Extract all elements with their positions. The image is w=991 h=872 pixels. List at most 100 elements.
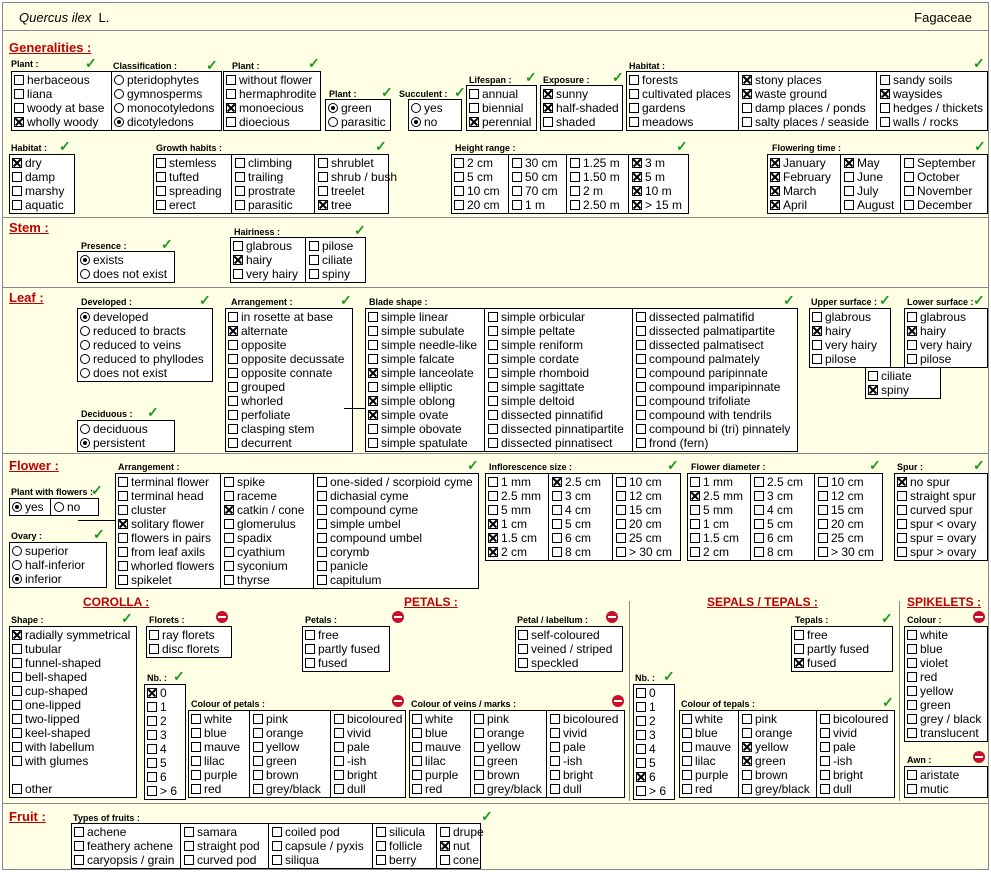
radio-button[interactable] xyxy=(12,502,22,512)
checkbox[interactable] xyxy=(368,396,378,406)
checkbox[interactable] xyxy=(488,312,498,322)
option-woody-at-base[interactable]: woody at base xyxy=(14,101,104,115)
option-pilose[interactable]: pilose xyxy=(309,239,353,253)
option-speckled[interactable]: speckled xyxy=(518,656,578,670)
checkbox[interactable] xyxy=(518,644,528,654)
option-dull[interactable]: dull xyxy=(820,782,852,796)
option-compound-cyme[interactable]: compound cyme xyxy=(317,503,418,517)
checkbox[interactable] xyxy=(518,630,528,640)
checkbox[interactable] xyxy=(12,172,22,182)
radio-button[interactable] xyxy=(328,117,338,127)
option-does-not-exist[interactable]: does not exist xyxy=(80,366,167,380)
checkbox[interactable] xyxy=(12,700,22,710)
radio-button[interactable] xyxy=(80,424,90,434)
checkbox[interactable] xyxy=(118,477,128,487)
checkbox[interactable] xyxy=(907,672,917,682)
radio-button[interactable] xyxy=(80,340,90,350)
checkbox[interactable] xyxy=(118,519,128,529)
option-4[interactable]: 4 xyxy=(147,742,167,756)
option-12-cm[interactable]: 12 cm xyxy=(616,489,662,503)
option-very-hairy[interactable]: very hairy xyxy=(812,338,877,352)
option-free[interactable]: free xyxy=(794,628,828,642)
option-grey-black[interactable]: grey / black xyxy=(907,712,981,726)
option-5-cm[interactable]: 5 cm xyxy=(754,517,793,531)
checkbox[interactable] xyxy=(636,326,646,336)
checkbox[interactable] xyxy=(636,702,646,712)
checkbox[interactable] xyxy=(616,533,626,543)
checkbox[interactable] xyxy=(632,172,642,182)
checkbox[interactable] xyxy=(820,770,830,780)
checkbox[interactable] xyxy=(118,561,128,571)
option-dissected-pinnatipartite[interactable]: dissected pinnatipartite xyxy=(488,422,624,436)
checkbox[interactable] xyxy=(149,644,159,654)
checkbox[interactable] xyxy=(907,630,917,640)
option-opposite[interactable]: opposite xyxy=(228,338,286,352)
checkbox[interactable] xyxy=(309,255,319,265)
option-cone[interactable]: cone xyxy=(440,853,479,867)
checkbox[interactable] xyxy=(632,200,642,210)
checkbox[interactable] xyxy=(191,756,201,766)
option-2[interactable]: 2 xyxy=(147,714,167,728)
option-3-m[interactable]: 3 m xyxy=(632,156,665,170)
checkbox[interactable] xyxy=(880,103,890,113)
option-trailing[interactable]: trailing xyxy=(235,170,283,184)
option-corymb[interactable]: corymb xyxy=(317,545,369,559)
checkbox[interactable] xyxy=(904,200,914,210)
radio-button[interactable] xyxy=(80,312,90,322)
checkbox[interactable] xyxy=(907,354,917,364)
option-aquatic[interactable]: aquatic xyxy=(12,198,64,212)
checkbox[interactable] xyxy=(543,103,553,113)
radio-button[interactable] xyxy=(328,103,338,113)
option-20-cm[interactable]: 20 cm xyxy=(616,517,662,531)
radio-button[interactable] xyxy=(411,117,421,127)
checkbox[interactable] xyxy=(770,186,780,196)
option-5-cm[interactable]: 5 cm xyxy=(552,517,591,531)
option-waysides[interactable]: waysides xyxy=(880,87,942,101)
option-1-50-m[interactable]: 1.50 m xyxy=(570,170,620,184)
option-grey-black[interactable]: grey/black xyxy=(474,782,542,796)
option-developed[interactable]: developed xyxy=(80,310,148,324)
option-purple[interactable]: purple xyxy=(191,768,237,782)
checkbox[interactable] xyxy=(334,714,344,724)
option-4-cm[interactable]: 4 cm xyxy=(552,503,591,517)
option-0[interactable]: 0 xyxy=(636,686,656,700)
option-in-rosette-at-base[interactable]: in rosette at base xyxy=(228,310,333,324)
option-does-not-exist[interactable]: does not exist xyxy=(80,267,167,281)
option-pteridophytes[interactable]: pteridophytes xyxy=(114,73,199,87)
option-climbing[interactable]: climbing xyxy=(235,156,292,170)
option-biennial[interactable]: biennial xyxy=(469,101,523,115)
option-bright[interactable]: bright xyxy=(550,768,593,782)
checkbox[interactable] xyxy=(488,410,498,420)
checkbox[interactable] xyxy=(812,326,822,336)
option-one-sided-scorpioid-cyme[interactable]: one-sided / scorpioid cyme xyxy=(317,475,473,489)
checkbox[interactable] xyxy=(228,396,238,406)
checkbox[interactable] xyxy=(317,547,327,557)
option-1[interactable]: 1 xyxy=(147,700,167,714)
option-hermaphrodite[interactable]: hermaphrodite xyxy=(226,87,316,101)
checkbox[interactable] xyxy=(897,477,907,487)
option-february[interactable]: February xyxy=(770,170,831,184)
checkbox[interactable] xyxy=(12,784,22,794)
option-prostrate[interactable]: prostrate xyxy=(235,184,295,198)
option-annual[interactable]: annual xyxy=(469,87,518,101)
checkbox[interactable] xyxy=(794,658,804,668)
checkbox[interactable] xyxy=(149,630,159,640)
option-forests[interactable]: forests xyxy=(629,73,678,87)
option-2-cm[interactable]: 2 cm xyxy=(488,545,527,559)
checkbox[interactable] xyxy=(690,547,700,557)
checkbox[interactable] xyxy=(14,75,24,85)
checkbox[interactable] xyxy=(228,438,238,448)
option-compound-bi-tri-pinnately[interactable]: compound bi (tri) pinnately xyxy=(636,422,790,436)
option-alternate[interactable]: alternate xyxy=(228,324,288,338)
checkbox[interactable] xyxy=(907,658,917,668)
option-15-cm[interactable]: 15 cm xyxy=(818,503,864,517)
option-2-5-cm[interactable]: 2.5 cm xyxy=(754,475,803,489)
option-with-labellum[interactable]: with labellum xyxy=(12,740,94,754)
option-wholly-woody[interactable]: wholly woody xyxy=(14,115,98,129)
option-capitulum[interactable]: capitulum xyxy=(317,573,381,587)
option-stemless[interactable]: stemless xyxy=(156,156,216,170)
checkbox[interactable] xyxy=(632,158,642,168)
option-simple-falcate[interactable]: simple falcate xyxy=(368,352,454,366)
option-grouped[interactable]: grouped xyxy=(228,380,285,394)
option-tree[interactable]: tree xyxy=(318,198,352,212)
